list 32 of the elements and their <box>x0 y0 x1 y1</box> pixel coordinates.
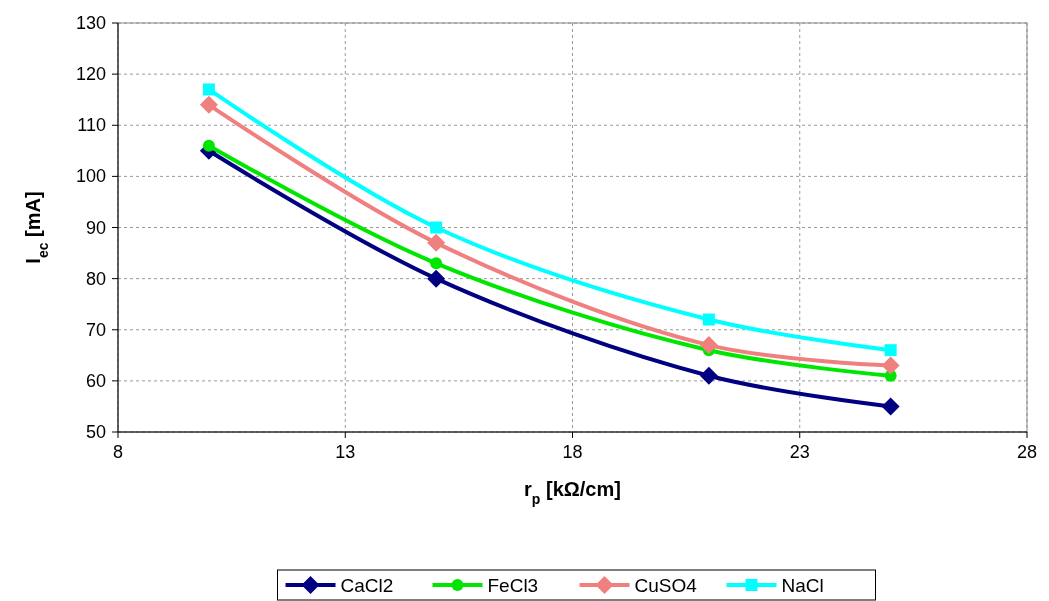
point <box>699 366 718 385</box>
point <box>199 95 218 114</box>
legend-label: CuSO4 <box>634 575 698 596</box>
point <box>881 397 900 416</box>
point <box>430 257 443 270</box>
x-tick-label: 23 <box>789 442 810 462</box>
x-tick-label: 18 <box>562 442 583 462</box>
point <box>884 344 897 357</box>
y-tick-label: 60 <box>85 370 106 391</box>
x-tick-label: 13 <box>335 442 356 462</box>
y-tick-label: 130 <box>75 13 106 33</box>
y-tick-label: 90 <box>85 217 106 238</box>
y-tick-label: 100 <box>75 166 106 187</box>
y-tick-label: 110 <box>77 115 106 136</box>
y-tick-label: 120 <box>75 64 106 85</box>
point <box>202 83 215 96</box>
y-tick-label: 80 <box>85 268 106 289</box>
point <box>427 269 446 288</box>
y-tick-label: 70 <box>85 319 106 340</box>
point <box>202 139 215 152</box>
legend-label: FeCl3 <box>487 575 539 596</box>
point <box>702 313 715 326</box>
legend-label: CaCl2 <box>340 575 394 596</box>
point <box>881 356 900 375</box>
point <box>699 336 718 355</box>
legend-label: NaCl <box>781 575 824 596</box>
x-tick-label: 28 <box>1016 442 1038 462</box>
y-tick-label: 50 <box>85 422 106 442</box>
point <box>430 221 443 234</box>
point <box>427 233 446 252</box>
x-axis-title: r$_{p}$ [kΩ/cm] <box>524 478 621 507</box>
x-tick-label: 8 <box>112 442 124 462</box>
